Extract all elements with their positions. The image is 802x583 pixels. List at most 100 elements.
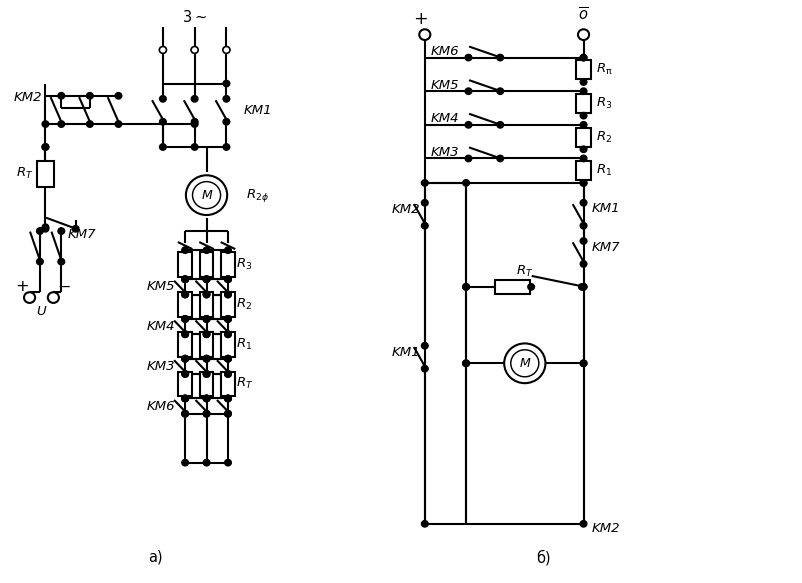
Circle shape (465, 88, 472, 94)
Circle shape (225, 395, 231, 402)
Circle shape (225, 276, 231, 282)
Circle shape (203, 331, 210, 338)
Circle shape (182, 316, 188, 322)
Circle shape (58, 121, 65, 127)
Circle shape (580, 223, 587, 229)
Circle shape (225, 371, 231, 377)
Circle shape (465, 122, 472, 128)
Circle shape (182, 276, 188, 282)
Bar (576, 94, 592, 113)
Circle shape (182, 356, 188, 362)
Circle shape (463, 180, 469, 186)
Circle shape (580, 521, 587, 527)
Circle shape (223, 144, 229, 150)
Circle shape (58, 93, 65, 99)
Circle shape (182, 459, 188, 466)
Circle shape (497, 54, 504, 61)
Circle shape (225, 410, 231, 417)
Circle shape (422, 223, 428, 229)
Circle shape (160, 96, 166, 102)
Circle shape (203, 247, 210, 254)
Text: KM1: KM1 (391, 346, 420, 359)
Text: KM3: KM3 (147, 360, 176, 373)
Circle shape (203, 410, 210, 417)
Circle shape (225, 395, 231, 402)
Circle shape (463, 284, 469, 290)
Text: $R_1$: $R_1$ (236, 336, 252, 352)
Circle shape (225, 356, 231, 362)
Text: KM7: KM7 (592, 241, 620, 254)
Circle shape (225, 292, 231, 298)
Circle shape (422, 366, 428, 372)
Circle shape (58, 228, 65, 234)
Circle shape (203, 356, 210, 362)
Circle shape (182, 331, 188, 338)
Text: $R_T$: $R_T$ (516, 264, 533, 279)
Circle shape (463, 360, 469, 367)
Circle shape (42, 121, 49, 127)
Circle shape (182, 395, 188, 402)
Bar (178, 371, 192, 396)
Text: KM5: KM5 (147, 280, 176, 293)
Bar (576, 161, 592, 180)
Circle shape (182, 356, 188, 362)
Circle shape (115, 121, 122, 127)
Circle shape (223, 80, 229, 87)
Circle shape (580, 284, 587, 290)
Circle shape (182, 410, 188, 417)
Circle shape (182, 276, 188, 282)
Circle shape (422, 199, 428, 206)
Circle shape (203, 276, 210, 282)
Bar (576, 128, 592, 146)
Circle shape (58, 258, 65, 265)
Circle shape (87, 121, 93, 127)
Circle shape (422, 342, 428, 349)
Circle shape (225, 292, 231, 298)
Circle shape (225, 410, 231, 417)
Circle shape (37, 258, 43, 265)
Circle shape (580, 360, 587, 367)
Circle shape (182, 276, 188, 282)
Circle shape (580, 146, 587, 153)
Circle shape (497, 122, 504, 128)
Circle shape (580, 284, 587, 290)
Circle shape (182, 331, 188, 338)
Bar (178, 292, 192, 317)
Circle shape (580, 180, 587, 186)
Text: $R_3$: $R_3$ (236, 257, 253, 272)
Text: KM6: KM6 (431, 45, 459, 58)
Circle shape (203, 356, 210, 362)
Circle shape (24, 292, 35, 303)
Circle shape (225, 276, 231, 282)
Circle shape (580, 54, 587, 61)
Circle shape (580, 261, 587, 267)
Circle shape (580, 122, 587, 128)
Circle shape (497, 155, 504, 161)
Circle shape (511, 350, 539, 377)
Circle shape (203, 292, 210, 298)
Bar (221, 371, 235, 396)
Text: $R_{\mathrm{\pi}}$: $R_{\mathrm{\pi}}$ (596, 62, 613, 78)
Circle shape (580, 180, 587, 186)
Text: +: + (15, 279, 28, 294)
Circle shape (203, 410, 210, 417)
Circle shape (225, 356, 231, 362)
Circle shape (192, 96, 198, 102)
Circle shape (225, 395, 231, 402)
Circle shape (182, 395, 188, 402)
Circle shape (504, 343, 545, 383)
Circle shape (42, 144, 49, 150)
Bar (200, 332, 213, 357)
Bar (200, 371, 213, 396)
Circle shape (225, 459, 231, 466)
Circle shape (225, 316, 231, 322)
Circle shape (580, 238, 587, 244)
Circle shape (186, 175, 227, 215)
Circle shape (203, 371, 210, 377)
Bar (200, 292, 213, 317)
Bar (221, 252, 235, 277)
Circle shape (182, 316, 188, 322)
Text: +: + (414, 10, 428, 29)
Text: $R_2$: $R_2$ (596, 129, 613, 145)
Circle shape (160, 47, 167, 54)
